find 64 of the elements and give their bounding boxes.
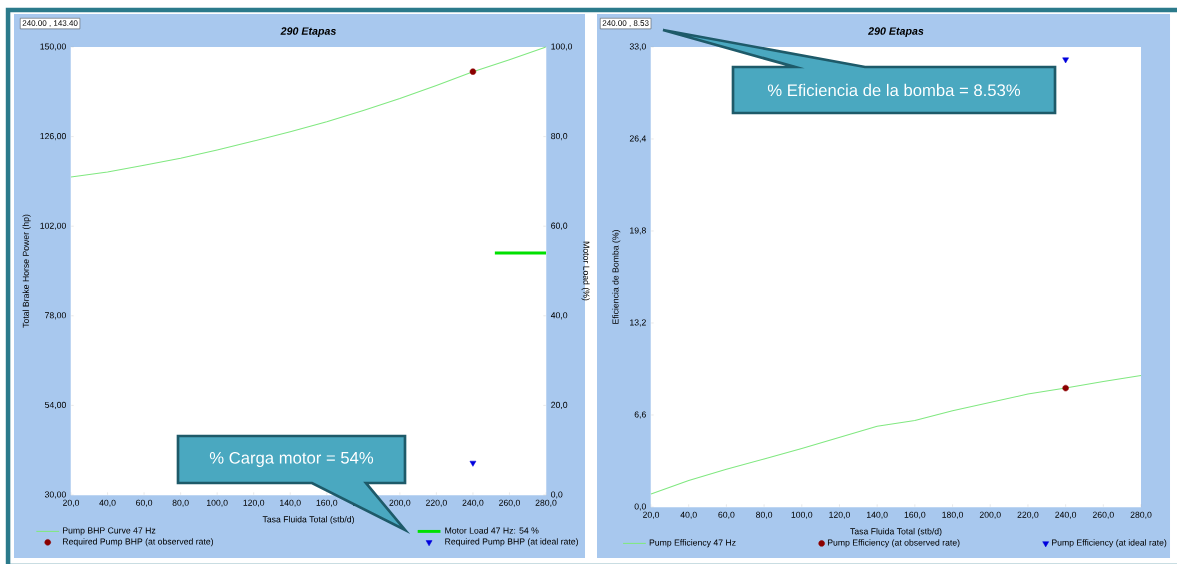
y-tick-label: 126,00: [40, 133, 66, 141]
x-tick-label: 200,0: [389, 499, 411, 507]
y-tick-label: 0,0: [634, 503, 646, 511]
legend-label: Pump Efficiency (at ideal rate): [1052, 539, 1167, 548]
x-tick-label: 100,0: [791, 511, 813, 519]
legend-label: Pump Efficiency (at observed rate): [827, 539, 960, 548]
x-axis-title: Tasa Fluida Total (stb/d): [850, 528, 942, 537]
x-tick-label: 220,0: [1017, 511, 1039, 519]
y-tick-label: 102,00: [40, 222, 66, 230]
legend-label: Motor Load 47 Hz: 54 %: [445, 527, 539, 534]
x-tick-label: 280,0: [1130, 511, 1152, 519]
x-tick-label: 140,0: [866, 511, 888, 519]
text: 240.00 , 8.53: [602, 20, 649, 27]
legend-label: Pump BHP Curve 47 Hz: [63, 527, 156, 536]
x-tick-label: 220,0: [425, 499, 447, 507]
y2-tick-label: 40,0: [550, 312, 568, 320]
x-tick-label: 80,0: [756, 511, 773, 519]
y-tick-label: 13,2: [630, 319, 646, 327]
line-series: [70, 46, 547, 178]
legend-label: Required Pump BHP (at observed rate): [63, 538, 213, 547]
y-tick-label: 54,00: [44, 401, 66, 409]
x-tick-label: 120,0: [243, 499, 265, 507]
x-tick-label: 40,0: [99, 499, 116, 507]
y-axis-title: Total Brake Horse Power (hp): [22, 214, 31, 328]
x-tick-label: 140,0: [280, 499, 301, 507]
y2-tick-label: 100,0: [551, 43, 573, 51]
x-tick-label: 100,0: [206, 499, 228, 507]
y2-tick-label: 60,0: [551, 222, 568, 230]
y-tick-label: 150,00: [40, 43, 66, 51]
chart-title: 290 Etapas: [867, 27, 924, 37]
x-tick-label: 240,0: [1055, 511, 1077, 519]
x-tick-label: 20,0: [643, 511, 660, 519]
x-tick-label: 160,0: [904, 511, 926, 519]
y-tick-label: 19,8: [630, 227, 646, 235]
x-tick-label: 160,0: [316, 499, 338, 507]
x-tick-label: 40,0: [680, 511, 697, 519]
x-tick-label: 200,0: [979, 511, 1001, 519]
x-tick-label: 180,0: [942, 511, 964, 519]
y-tick-label: 78,00: [45, 312, 66, 320]
y2-tick-label: 0,0: [551, 491, 563, 499]
y2-tick-label: 80,0: [551, 133, 568, 141]
legend-label: Pump Efficiency 47 Hz: [649, 539, 736, 548]
legend-label: Required Pump BHP (at ideal rate): [445, 538, 578, 547]
x-tick-label: 260,0: [1092, 511, 1114, 519]
text: 240.00 , 143.40: [22, 20, 78, 27]
x-axis-title: Tasa Fluida Total (stb/d): [262, 516, 354, 525]
annotation: % Eficiencia de la bomba = 8.53%: [767, 83, 1021, 97]
y-tick-label: 26,4: [629, 135, 647, 143]
x-tick-label: 60,0: [136, 499, 153, 507]
y-axis-title: Eficiencia de Bomba (%): [612, 230, 621, 324]
chart-title: 290 Etapas: [280, 27, 336, 37]
y2-tick-label: 20,0: [551, 401, 568, 409]
x-tick-label: 280,0: [535, 499, 557, 507]
y-tick-label: 6,6: [634, 411, 646, 419]
y2-axis-title: Motor Load (%): [581, 241, 590, 301]
x-tick-label: 120,0: [829, 511, 850, 519]
annotation: % Carga motor = 54%: [209, 451, 374, 468]
x-tick-label: 260,0: [499, 499, 520, 507]
x-tick-label: 20,0: [63, 499, 80, 507]
x-tick-label: 60,0: [718, 511, 735, 519]
y-tick-label: 30,00: [44, 491, 66, 499]
x-tick-label: 240,0: [462, 499, 484, 507]
x-tick-label: 80,0: [172, 499, 189, 507]
y-tick-label: 33,0: [629, 43, 646, 51]
